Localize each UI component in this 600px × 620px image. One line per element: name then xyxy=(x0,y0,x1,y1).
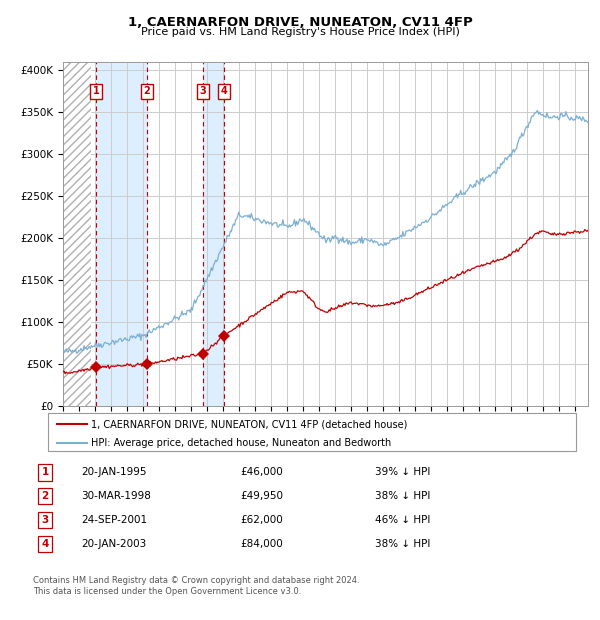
Text: 38% ↓ HPI: 38% ↓ HPI xyxy=(375,539,430,549)
Text: 20-JAN-2003: 20-JAN-2003 xyxy=(81,539,146,549)
Text: £84,000: £84,000 xyxy=(240,539,283,549)
Bar xyxy=(63,62,91,406)
Text: 2: 2 xyxy=(143,86,151,96)
Text: 1: 1 xyxy=(41,467,49,477)
Text: HPI: Average price, detached house, Nuneaton and Bedworth: HPI: Average price, detached house, Nune… xyxy=(91,438,391,448)
Text: Price paid vs. HM Land Registry's House Price Index (HPI): Price paid vs. HM Land Registry's House … xyxy=(140,27,460,37)
Text: 20-JAN-1995: 20-JAN-1995 xyxy=(81,467,146,477)
Text: 2: 2 xyxy=(41,491,49,501)
Text: £46,000: £46,000 xyxy=(240,467,283,477)
Text: 1: 1 xyxy=(92,86,99,96)
Text: 1, CAERNARFON DRIVE, NUNEATON, CV11 4FP (detached house): 1, CAERNARFON DRIVE, NUNEATON, CV11 4FP … xyxy=(91,419,407,429)
Text: £49,950: £49,950 xyxy=(240,491,283,501)
Text: 3: 3 xyxy=(199,86,206,96)
Text: 30-MAR-1998: 30-MAR-1998 xyxy=(81,491,151,501)
Text: £62,000: £62,000 xyxy=(240,515,283,525)
Text: 39% ↓ HPI: 39% ↓ HPI xyxy=(375,467,430,477)
Text: 4: 4 xyxy=(41,539,49,549)
Text: Contains HM Land Registry data © Crown copyright and database right 2024.: Contains HM Land Registry data © Crown c… xyxy=(33,575,359,585)
Text: 4: 4 xyxy=(220,86,227,96)
Text: 46% ↓ HPI: 46% ↓ HPI xyxy=(375,515,430,525)
Bar xyxy=(203,62,224,406)
Bar xyxy=(96,62,147,406)
Text: 24-SEP-2001: 24-SEP-2001 xyxy=(81,515,147,525)
Text: This data is licensed under the Open Government Licence v3.0.: This data is licensed under the Open Gov… xyxy=(33,587,301,596)
Text: 3: 3 xyxy=(41,515,49,525)
Text: 1, CAERNARFON DRIVE, NUNEATON, CV11 4FP: 1, CAERNARFON DRIVE, NUNEATON, CV11 4FP xyxy=(128,16,472,29)
Text: 38% ↓ HPI: 38% ↓ HPI xyxy=(375,491,430,501)
